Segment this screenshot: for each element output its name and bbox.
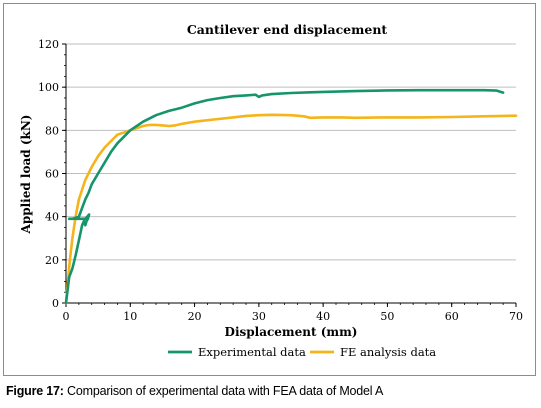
- legend-label-0: Experimental data: [198, 345, 306, 359]
- series-line-0: [64, 88, 505, 305]
- x-tick-label: 10: [123, 310, 137, 323]
- x-tick-label: 0: [63, 310, 70, 323]
- y-tick-label: 20: [45, 254, 59, 267]
- y-tick-label: 80: [45, 124, 59, 137]
- legend: Experimental data FE analysis data: [168, 345, 436, 359]
- chart-title: Cantilever end displacement: [187, 22, 388, 37]
- x-tick-label: 40: [316, 310, 330, 323]
- x-tick-label: 50: [380, 310, 394, 323]
- x-axis-label: Displacement (mm): [225, 325, 358, 339]
- y-axis-label: Applied load (kN): [19, 115, 33, 235]
- y-tick-label: 120: [38, 38, 59, 51]
- y-tick-label: 60: [45, 168, 59, 181]
- x-ticks: 0 10 20 30 40 50 60 70: [63, 303, 523, 323]
- x-tick-label: 30: [252, 310, 266, 323]
- x-tick-label: 60: [445, 310, 459, 323]
- y-tick-label: 0: [52, 297, 59, 310]
- x-tick-label: 20: [188, 310, 202, 323]
- y-tick-label: 100: [38, 81, 59, 94]
- x-tick-label: 70: [509, 310, 523, 323]
- chart-frame: [3, 3, 536, 376]
- series-line-1: [64, 113, 518, 305]
- y-ticks: 0 20 40 60 80 100 120: [38, 38, 66, 310]
- line-chart: 0 10 20 30 40 50 60 70 0 20 40 60 80 100 120 Cantilev…: [19, 22, 523, 359]
- caption-label: Figure 17:: [6, 384, 64, 398]
- y-tick-label: 40: [45, 211, 59, 224]
- grid: [66, 43, 516, 261]
- figure-caption: Figure 17: Comparison of experimental da…: [6, 384, 536, 398]
- series-lines: [64, 88, 518, 305]
- legend-label-1: FE analysis data: [340, 345, 436, 359]
- caption-text: Comparison of experimental data with FEA…: [63, 384, 384, 398]
